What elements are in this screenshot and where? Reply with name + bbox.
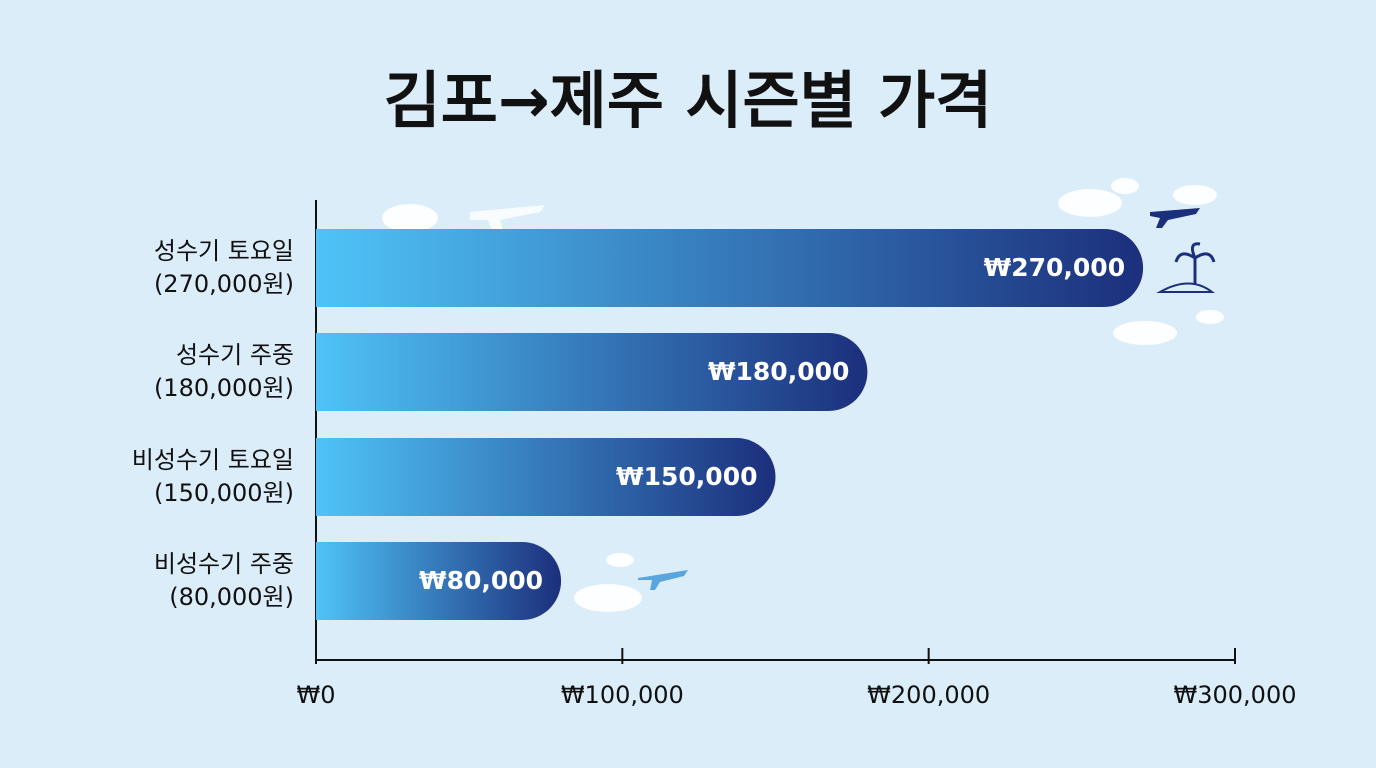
x-tick-label: ₩100,000 xyxy=(561,681,684,709)
decorations xyxy=(382,178,1224,612)
y-tick-label: 비성수기 토요일 xyxy=(132,446,294,474)
x-tick-label: ₩0 xyxy=(297,681,336,709)
y-tick-label: (150,000원) xyxy=(154,479,294,507)
chart-title: 김포→제주 시즌별 가격 xyxy=(384,64,992,137)
y-tick-label: 성수기 토요일 xyxy=(154,237,294,265)
y-tick-label: 비성수기 주중 xyxy=(154,550,294,578)
bar xyxy=(316,333,868,411)
y-tick-label: 성수기 주중 xyxy=(176,341,294,369)
value-label: ₩180,000 xyxy=(708,357,849,386)
value-label: ₩80,000 xyxy=(419,566,543,595)
x-tick-label: ₩300,000 xyxy=(1174,681,1297,709)
value-label: ₩270,000 xyxy=(984,253,1125,282)
y-tick-label: (180,000원) xyxy=(154,374,294,402)
y-tick-label: (270,000원) xyxy=(154,270,294,298)
bar xyxy=(316,438,776,516)
bar xyxy=(316,542,562,620)
value-label: ₩150,000 xyxy=(616,462,757,491)
bar xyxy=(316,229,1144,307)
x-tick-label: ₩200,000 xyxy=(867,681,990,709)
y-tick-label: (80,000원) xyxy=(169,583,294,611)
